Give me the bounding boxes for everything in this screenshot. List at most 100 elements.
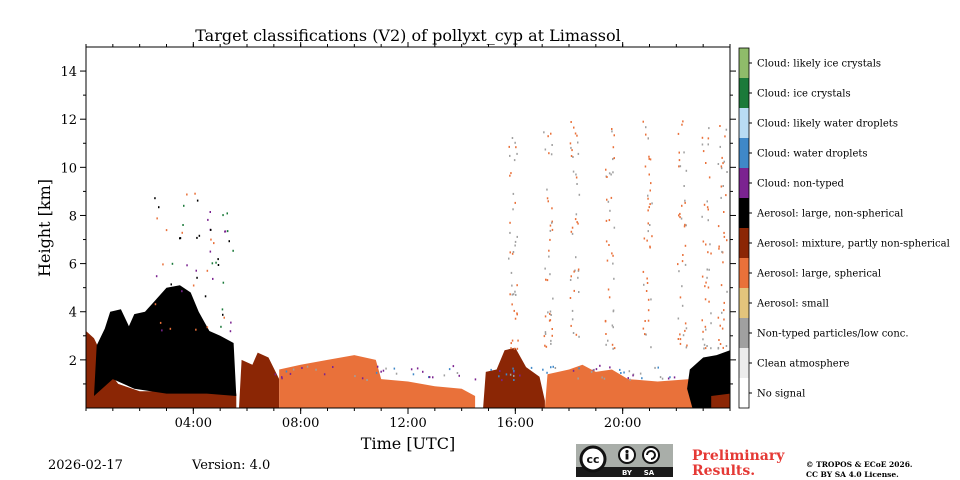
speckle [646, 239, 648, 242]
x-axis: 04:00 08:00 12:00 16:00 20:00 [85, 42, 731, 431]
speckle [641, 377, 643, 380]
speckle [544, 148, 547, 151]
speckle [458, 374, 460, 377]
speckle [281, 377, 283, 380]
speckle [708, 268, 710, 271]
classification-layers [86, 285, 730, 408]
speckle [645, 290, 648, 292]
speckle [683, 185, 685, 187]
speckle [548, 152, 550, 155]
speckle [642, 270, 645, 273]
speckle [510, 172, 512, 175]
speckle [508, 145, 510, 148]
speckle [186, 264, 188, 267]
speckle [511, 303, 513, 306]
speckle [512, 208, 514, 211]
speckle [572, 332, 575, 334]
speckle [509, 373, 512, 376]
speckle [684, 201, 686, 204]
speckle [162, 263, 164, 266]
speckle [601, 376, 603, 379]
speckle [183, 204, 185, 207]
speckle [683, 151, 685, 154]
speckle [380, 370, 382, 373]
speckle [611, 130, 613, 133]
speckle [721, 250, 723, 253]
speckle [608, 172, 611, 175]
speckle [645, 333, 647, 336]
speckle [510, 347, 512, 350]
speckle [612, 262, 614, 265]
speckle [577, 269, 580, 272]
speckle [723, 309, 725, 312]
speckle [551, 228, 554, 231]
y-tick-label: 10 [60, 161, 77, 176]
plot-area [85, 46, 731, 409]
speckle [681, 204, 683, 207]
speckle [679, 296, 682, 299]
speckle [576, 221, 578, 224]
speckle [717, 346, 720, 349]
speckle [509, 174, 511, 177]
y-axis-label: Height [km] [35, 179, 54, 277]
speckle [722, 185, 724, 187]
speckle [578, 335, 580, 338]
speckle [605, 333, 607, 335]
speckle [285, 370, 288, 373]
speckle [593, 368, 595, 371]
speckle [718, 247, 720, 250]
speckle [577, 222, 579, 225]
speckle [206, 269, 209, 272]
speckle [571, 318, 574, 321]
speckle [571, 226, 574, 229]
speckle [546, 279, 549, 282]
y-tick-label: 8 [69, 209, 77, 224]
speckle [546, 197, 549, 200]
speckle [552, 297, 554, 300]
speckle [644, 320, 646, 322]
speckle [573, 270, 575, 273]
speckle [192, 284, 195, 287]
speckle [545, 278, 547, 281]
speckle [720, 167, 723, 170]
speckle [610, 173, 612, 176]
speckle [210, 238, 212, 241]
speckle [608, 244, 610, 246]
speckle [650, 298, 652, 301]
speckle [198, 234, 201, 237]
speckle [701, 215, 703, 218]
speckle [395, 372, 398, 375]
speckle [643, 237, 646, 240]
speckle [613, 157, 615, 160]
speckle [569, 297, 572, 299]
speckle [701, 275, 704, 278]
speckle [195, 269, 197, 272]
speckle [544, 331, 547, 334]
speckle [724, 135, 726, 138]
speckle [651, 235, 653, 238]
speckle [509, 221, 511, 224]
speckle [647, 230, 649, 233]
speckle [222, 281, 225, 284]
speckle [456, 372, 459, 374]
speckle [514, 141, 516, 144]
legend-swatch-cloud-likely-ice-crystals [739, 48, 749, 78]
speckle [705, 281, 707, 284]
speckle [573, 289, 575, 292]
speckle [513, 309, 515, 312]
speckle [543, 335, 546, 338]
speckle [212, 277, 214, 280]
speckle [706, 206, 709, 209]
speckle [474, 378, 477, 381]
speckle [515, 293, 517, 296]
speckle [274, 373, 277, 376]
speckle [509, 231, 511, 234]
speckle [550, 153, 553, 156]
speckle [170, 283, 172, 286]
speckle [685, 327, 688, 330]
legend-colorbar: Cloud: likely ice crystals Cloud: ice cry… [738, 47, 950, 409]
speckle [721, 156, 723, 159]
preliminary-notice: Preliminary Results. [692, 449, 784, 479]
copyright-line-2: CC BY SA 4.0 License. [806, 470, 899, 479]
speckle [605, 168, 607, 171]
